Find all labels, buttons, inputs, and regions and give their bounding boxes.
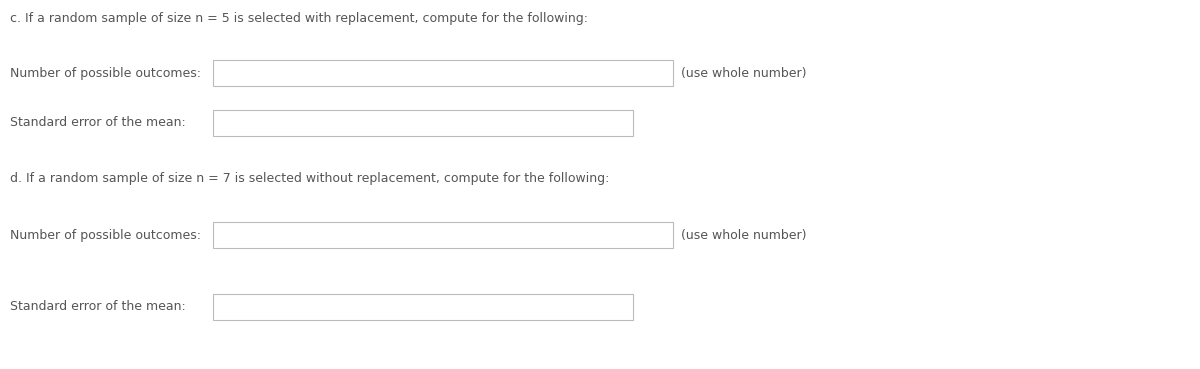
Text: (use whole number): (use whole number) xyxy=(682,228,806,241)
Text: Number of possible outcomes:: Number of possible outcomes: xyxy=(10,228,202,241)
Text: Standard error of the mean:: Standard error of the mean: xyxy=(10,300,186,314)
FancyBboxPatch shape xyxy=(214,60,673,86)
Text: c. If a random sample of size n = 5 is selected with replacement, compute for th: c. If a random sample of size n = 5 is s… xyxy=(10,12,588,25)
FancyBboxPatch shape xyxy=(214,110,634,136)
Text: d. If a random sample of size n = 7 is selected without replacement, compute for: d. If a random sample of size n = 7 is s… xyxy=(10,172,610,185)
FancyBboxPatch shape xyxy=(214,222,673,248)
Text: (use whole number): (use whole number) xyxy=(682,66,806,79)
Text: Number of possible outcomes:: Number of possible outcomes: xyxy=(10,66,202,79)
Text: Standard error of the mean:: Standard error of the mean: xyxy=(10,117,186,130)
FancyBboxPatch shape xyxy=(214,294,634,320)
